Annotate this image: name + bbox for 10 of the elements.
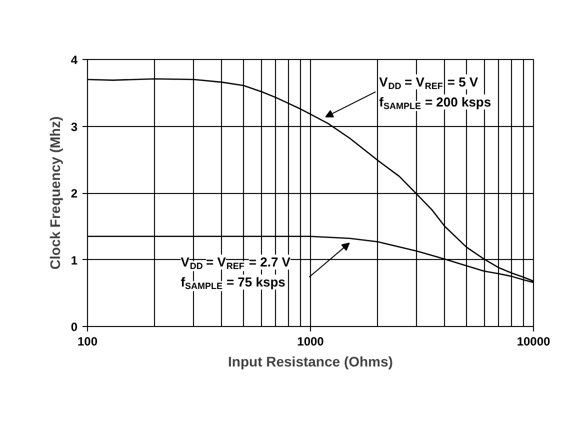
y-tick-label: 0 [70, 320, 78, 334]
x-axis-title: Input Resistance (Ohms) [228, 354, 393, 370]
x-tick-label: 100 [77, 334, 98, 348]
y-tick-label: 1 [70, 253, 78, 268]
y-tick-label: 4 [70, 53, 78, 67]
x-tick-label: 10000 [516, 334, 551, 348]
y-tick-label: 3 [70, 120, 78, 134]
x-tick-label: 1000 [297, 334, 324, 348]
y-tick-label: 2 [70, 186, 78, 200]
y-axis-title: Clock Frequency (Mhz) [46, 116, 63, 270]
